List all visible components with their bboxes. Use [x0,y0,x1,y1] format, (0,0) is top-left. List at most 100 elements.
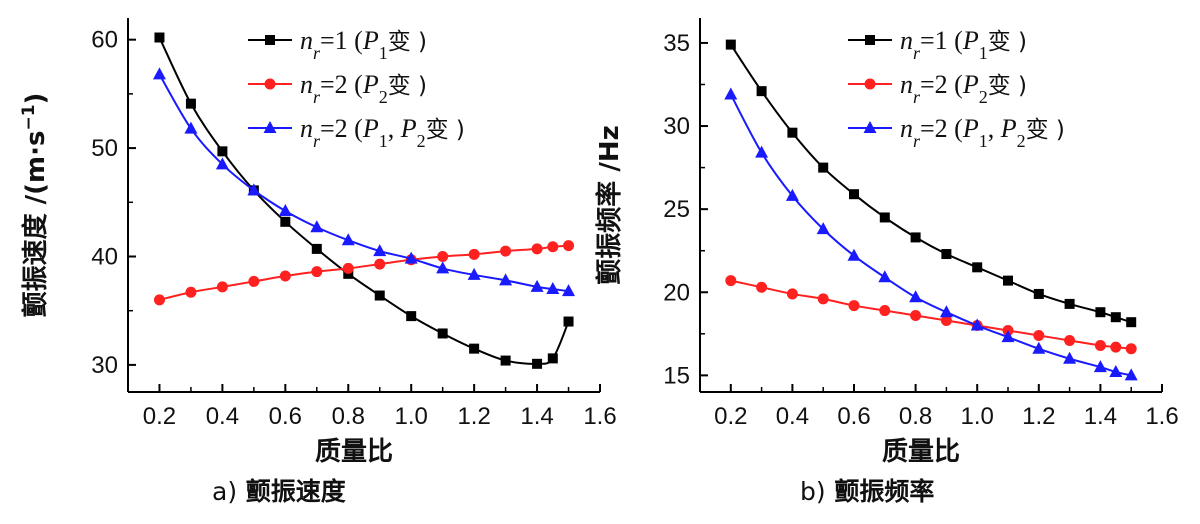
data-point [879,212,890,223]
data-point [373,244,387,257]
data-point [1110,312,1121,323]
x-tick-label: 0.4 [776,403,809,430]
data-point [248,275,260,287]
legend-marker [264,78,276,90]
data-point [756,86,767,97]
data-point [530,279,544,292]
data-point [185,98,196,109]
x-tick-label: 0.8 [332,403,365,430]
data-point [1095,307,1106,318]
data-point [1001,330,1015,343]
y-tick-label: 30 [663,113,690,140]
data-point [786,288,798,300]
data-point [1064,334,1076,346]
data-point [755,145,769,158]
panel-caption: a) 颤振速度 [212,477,346,506]
legend-label: nr=2 (P1, P2变 ) [900,114,1065,151]
data-point [725,275,737,287]
data-point [816,222,830,235]
data-point [406,311,417,322]
data-point [849,189,859,200]
x-tick-label: 0.8 [899,403,932,430]
data-point [1033,329,1045,341]
data-point [404,251,418,264]
series-3 [152,67,576,297]
data-point [547,241,559,253]
legend-label: nr=1 (P1变 ) [900,26,1027,63]
x-tick-label: 1.6 [583,403,616,430]
data-point [468,248,480,260]
y-tick-label: 25 [663,196,690,223]
legend-entry-1: nr=1 (P1变 ) [848,26,1027,63]
legend-marker [865,35,875,45]
series-line [158,73,569,293]
y-tick-label: 35 [663,30,690,57]
data-point [499,273,513,286]
data-point [547,353,558,364]
y-tick-label: 60 [91,27,118,54]
data-point [972,262,983,273]
data-point [909,290,923,303]
data-point [152,67,166,80]
data-point [1094,339,1106,351]
x-tick-label: 0.2 [714,403,747,430]
data-point [185,286,197,298]
data-point [247,183,261,196]
data-point [847,248,861,261]
x-tick-label: 1.2 [457,403,490,430]
data-point [1064,298,1075,309]
data-point [154,32,165,43]
x-tick-label: 1.4 [1084,403,1117,430]
x-tick-label: 0.6 [837,403,870,430]
x-tick-label: 1.4 [520,403,553,430]
legend-marker [863,121,877,133]
data-point [563,240,575,252]
legend-entry-2: nr=2 (P2变 ) [848,70,1027,107]
y-tick-label: 20 [663,279,690,306]
data-point [1110,341,1122,353]
data-point [374,258,386,270]
y-axis-title: 颤振频率 /Hz [594,125,625,284]
panel-caption: b) 颤振频率 [800,477,934,506]
legend-marker [265,35,275,45]
data-point [1125,343,1137,355]
data-point [467,267,481,280]
y-tick-label: 50 [91,135,118,162]
data-point [1003,275,1013,286]
data-point [1032,341,1046,354]
data-point [848,300,860,312]
x-tick-label: 1.6 [1145,403,1178,430]
data-point [1063,351,1077,364]
data-point [531,243,543,255]
data-point [970,318,984,331]
data-point [342,262,354,274]
x-tick-label: 0.2 [143,403,176,430]
data-point [910,310,922,322]
data-point [879,305,891,317]
data-point [310,220,324,233]
y-axis-title: 颤振速度 /(m·s−1) [19,93,51,318]
legend-entry-3: nr=2 (P1, P2变 ) [848,114,1065,151]
legend-label: nr=2 (P2变 ) [900,70,1027,107]
data-point [817,293,829,305]
data-point [546,282,560,295]
data-point [787,127,798,138]
series-2 [153,240,575,306]
data-point [1093,360,1107,373]
legend-marker [263,121,277,133]
legend-label: nr=1 (P1变 ) [300,26,427,63]
y-tick-label: 15 [663,362,690,389]
series-2 [725,275,1137,355]
data-point [939,305,953,318]
y-tick-label: 30 [91,352,118,379]
legend-entry-2: nr=2 (P2变 ) [248,70,427,107]
data-point [1126,317,1137,328]
x-tick-label: 1.0 [395,403,428,430]
data-point [724,87,738,100]
legend-label: nr=2 (P1, P2变 ) [300,114,465,151]
data-point [278,203,292,216]
data-point [184,121,198,134]
data-point [437,328,448,339]
data-point [500,245,512,257]
